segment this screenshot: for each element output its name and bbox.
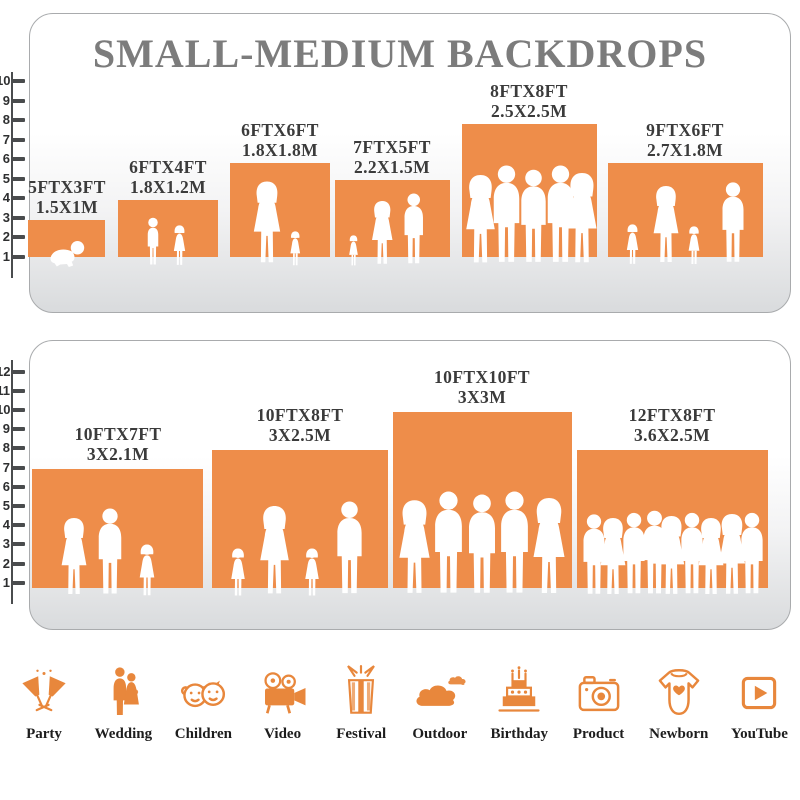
backdrop-10x10-label: 10FTX10FT 3X3M xyxy=(434,367,530,407)
category-label: Outdoor xyxy=(412,726,468,742)
category-label: Children xyxy=(174,726,232,742)
backdrop-6x6-label: 6FTX6FT 1.8X1.8M xyxy=(241,120,319,160)
category-birthday: Birthday xyxy=(490,662,548,743)
backdrop-10x8-label: 10FTX8FT 3X2.5M xyxy=(256,405,344,445)
category-outdoor: Outdoor xyxy=(412,662,468,743)
video-icon xyxy=(255,662,311,720)
boy-girl-silhouettes xyxy=(147,217,186,265)
family-of-four-silhouettes xyxy=(231,501,362,596)
category-festival: Festival xyxy=(333,662,389,743)
family-of-four-silhouettes xyxy=(626,182,744,264)
backdrop-8x8-label: 8FTX8FT 2.5X2.5M xyxy=(490,81,568,121)
backdrop-6x4 xyxy=(118,200,218,257)
wedding-icon xyxy=(95,662,151,720)
party-icon xyxy=(16,662,72,720)
festival-icon xyxy=(333,662,389,720)
backdrop-9x6-label: 9FTX6FT 2.7X1.8M xyxy=(646,120,724,160)
category-children: Children xyxy=(175,662,232,743)
category-wedding: Wedding xyxy=(94,662,153,743)
category-video: Video xyxy=(255,662,311,743)
youtube-icon xyxy=(731,662,787,720)
category-label: Newborn xyxy=(649,726,709,742)
newborn-icon xyxy=(651,662,707,720)
backdrop-10x7-label: 10FTX7FT 3X2.1M xyxy=(74,424,162,464)
backdrop-6x4-label: 6FTX4FT 1.8X1.2M xyxy=(129,157,207,197)
backdrop-12x8-label: 12FTX8FT 3.6X2.5M xyxy=(628,405,716,445)
backdrop-5x3-label: 5FTX3FT 1.5X1M xyxy=(28,177,106,217)
category-product: Product xyxy=(571,662,627,743)
category-newborn: Newborn xyxy=(649,662,708,743)
page-title: SMALL-MEDIUM BACKDROPS xyxy=(92,31,708,76)
family-trio-silhouettes xyxy=(61,508,155,596)
category-label: Wedding xyxy=(94,726,153,742)
adult-group-silhouettes xyxy=(399,491,565,593)
category-label: Product xyxy=(572,726,625,742)
product-icon xyxy=(571,662,627,720)
crawling-baby-silhouette xyxy=(50,241,85,267)
category-label: Festival xyxy=(336,726,387,742)
category-label: Party xyxy=(26,726,62,742)
category-label: Birthday xyxy=(490,726,548,742)
category-label: YouTube xyxy=(730,726,788,742)
category-party: Party xyxy=(16,662,72,743)
birthday-icon xyxy=(491,662,547,720)
backdrop-7x5-label: 7FTX5FT 2.2X1.5M xyxy=(353,137,431,177)
outdoor-icon xyxy=(412,662,468,720)
crowd-silhouettes xyxy=(583,510,763,594)
category-youtube: YouTube xyxy=(731,662,788,743)
mother-child-silhouettes xyxy=(253,181,301,266)
category-row: Party Wedding xyxy=(16,662,788,743)
adult-group-silhouettes xyxy=(466,165,597,263)
backdrop-6x6 xyxy=(230,163,330,257)
toddler-woman-man-silhouettes xyxy=(349,193,423,266)
children-icon xyxy=(175,662,231,720)
category-label: Video xyxy=(264,726,302,742)
